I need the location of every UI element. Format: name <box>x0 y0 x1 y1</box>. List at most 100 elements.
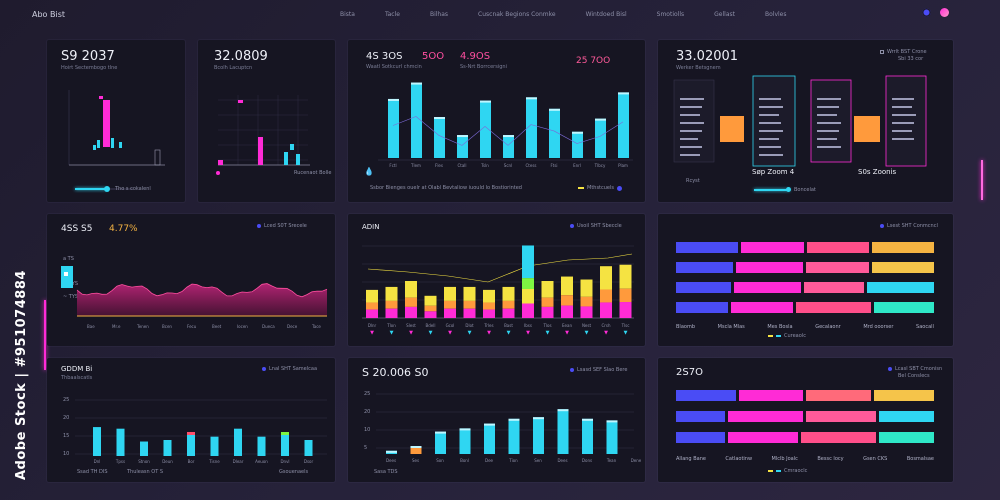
chart-bar-seg <box>502 300 515 309</box>
chart-bar-seg <box>444 300 456 309</box>
legend-label: Lced S0T Srecele <box>264 223 307 229</box>
chart-bar <box>549 108 560 158</box>
x-axis-label: Bcen <box>162 324 172 329</box>
chart-bar <box>140 441 148 456</box>
panel-subtitle: Ss-Nrt Borrcersigni <box>460 64 507 70</box>
chart-bar <box>606 420 618 454</box>
nav-item[interactable]: Bilhas <box>429 11 449 18</box>
nav-item[interactable]: Bolvles <box>764 11 787 18</box>
chart-bar-seg <box>600 289 612 303</box>
chart-stacked-bars: Dlnr ▼ Tlon ▼ Slest ▼ Bdell ▼ Gcol ▼ Dlot ▼ Trles ▼ Ba… <box>362 245 634 336</box>
x-axis-label: Ctall <box>457 163 466 168</box>
x-axis-label: Sen <box>534 458 542 463</box>
x-axis-label: Gecalaonr <box>815 324 841 330</box>
chart-bar <box>484 423 495 454</box>
x-axis-label: Dnvl <box>280 459 289 464</box>
x-axis-label: Dnl <box>94 459 101 464</box>
chart-bar-seg <box>541 281 554 298</box>
chart-bar-seg <box>424 305 437 312</box>
panel-cards: 33.02001 Werker Betsgnem Wrrlt BST Crone… <box>658 40 953 202</box>
card-footer-value: Søp Zoom 4 <box>752 168 795 176</box>
x-axis-label: Mlclb Joalc <box>771 456 798 462</box>
slider-knob[interactable] <box>786 187 791 192</box>
hbar-segment <box>806 262 869 273</box>
nav-item[interactable]: Tacle <box>384 11 400 18</box>
panel-title: ADIN <box>362 223 380 231</box>
chart-caption <box>216 171 220 175</box>
chart-bar-cap <box>606 420 618 423</box>
nav-item[interactable]: Wintdoed Bisl <box>585 11 627 18</box>
chart-bar <box>257 436 266 456</box>
y-axis-label: 5 <box>364 445 368 451</box>
card-footer-left: Rcyst <box>686 178 700 184</box>
x-axis-label: Nest <box>582 323 592 328</box>
panel-bars-bottom-2: S 20.006 S0 Lsasd SEF Slao Bere Dees Ses S… <box>348 358 645 482</box>
nav-item[interactable]: Bista <box>340 11 355 18</box>
chart-bar-cap <box>388 98 399 101</box>
x-axis-label: Dene <box>631 458 642 463</box>
watermark-text: Adobe Stock | #951074884 <box>14 270 29 480</box>
legend-label: Wrrlt BST Crone <box>887 49 927 55</box>
chart-bar <box>290 144 294 150</box>
chart-bar-cap <box>457 135 468 138</box>
chart-bar-seg <box>600 266 612 290</box>
chart-bar <box>508 418 520 454</box>
progress-fill <box>75 188 107 190</box>
panel-kpi-1: S9 2037 Hoirt Sectembogo tlne Tho s coka… <box>47 40 185 202</box>
hbar-segment <box>736 262 804 273</box>
panel-subtitle: Waatl Sotkcurl chmcin <box>366 64 422 70</box>
hbar-segment <box>879 432 934 443</box>
x-axis-label: Bae <box>87 324 95 329</box>
chart-bar-cap <box>386 450 397 453</box>
footer-label: Thuleasn OT S <box>127 469 164 475</box>
hbar-segment <box>730 302 794 313</box>
legend-dot <box>570 224 574 228</box>
chart-bar-seg <box>600 302 612 318</box>
chart-bar-seg <box>483 302 495 310</box>
x-axis-label: Eean <box>562 323 572 328</box>
chart-bar-cap <box>140 441 148 445</box>
x-axis-label: Dlear <box>233 459 244 464</box>
panel-title: 2S7O <box>676 367 703 378</box>
chart-bar <box>435 431 446 454</box>
y-axis-label: a TS <box>63 256 74 262</box>
chart-bar-seg <box>619 288 632 303</box>
chart-legend: Usoil SHT Sbeccle <box>570 223 622 229</box>
chart-bar-seg <box>405 297 417 307</box>
chart-bar-cap <box>257 436 266 440</box>
x-axis-labels: Allang Bane Catlaotinw Mlclb Joalc Bessc lo… <box>676 456 934 464</box>
hbar-segment <box>871 262 934 273</box>
x-axis-label: Blaomb <box>676 324 695 330</box>
nav-item[interactable]: Smotiolls <box>656 11 685 18</box>
cards-illustration <box>673 75 927 167</box>
marker-icon: ▼ <box>409 330 413 336</box>
chart-bars-main: Fctl Tlem Fles Ctall Tsln Scnl Ctess Ftsi Enrl Tl… <box>378 82 633 168</box>
hbar-segment <box>801 432 877 443</box>
panel-bar-chart-main: 4S 3OS 5OO 4.9OS 25 7OO Waatl Sotkcurl c… <box>348 40 645 202</box>
chart-bar <box>411 82 422 158</box>
panel-title: 4S 3OS <box>366 51 403 62</box>
panel-kpi-2: 32.0809 Bcolh Lacuptcn Rucenaot Bolle <box>198 40 335 202</box>
chart-bar <box>103 100 110 147</box>
panel-area-chart: 4SS S5 4.77% Lced S0T Srecele a TS ~ TYS… <box>47 214 335 346</box>
chart-bar-seg <box>561 305 573 318</box>
legend-dot <box>570 368 574 372</box>
slider-track <box>754 189 790 191</box>
nav-item[interactable]: Gellast <box>714 11 735 18</box>
x-axis-label: Tion <box>508 458 518 463</box>
notification-icon[interactable] <box>922 8 931 17</box>
legend-dot <box>216 171 220 175</box>
panel-horizontal-bars-2: 2S7O Lcasl SBT Cmonisn Bel Conslecs Alla… <box>658 358 953 482</box>
profile-icon[interactable] <box>940 8 949 17</box>
legend-dot <box>617 185 622 191</box>
legend-label: Lsasd SEF Slao Bere <box>577 367 628 373</box>
chart-bar-seg <box>385 286 398 301</box>
nav-item[interactable]: Cuscnak Begions Conmke <box>478 11 556 18</box>
chart-bar <box>410 446 422 454</box>
hbar-row <box>676 432 934 443</box>
chart-bar-cap <box>304 440 313 443</box>
progress-knob[interactable] <box>104 186 110 192</box>
chart-bar-seg <box>580 279 593 297</box>
panel-subtitle: Hoirt Sectembogo tlne <box>61 65 118 71</box>
chart-bar-seg <box>483 289 495 303</box>
